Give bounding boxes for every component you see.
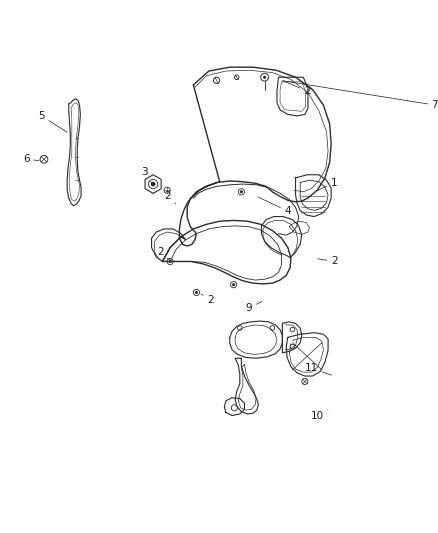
Circle shape (169, 260, 172, 263)
Text: 12: 12 (0, 532, 1, 533)
Text: 10: 10 (0, 532, 1, 533)
Text: 10: 10 (311, 410, 328, 421)
Text: 10: 10 (0, 532, 1, 533)
Circle shape (195, 291, 198, 294)
Text: 2: 2 (157, 247, 170, 260)
Text: 2: 2 (165, 191, 176, 204)
Text: 2: 2 (318, 256, 338, 266)
Circle shape (263, 76, 266, 79)
Text: 6: 6 (23, 154, 39, 164)
Text: 3: 3 (141, 167, 152, 183)
Text: 2: 2 (283, 80, 311, 96)
Text: 13: 13 (0, 532, 1, 533)
Text: 2: 2 (201, 294, 214, 305)
Text: 11: 11 (304, 364, 332, 375)
Text: 4: 4 (258, 197, 291, 216)
Text: 1: 1 (318, 177, 338, 191)
Text: 5: 5 (39, 111, 67, 132)
Text: 9: 9 (246, 302, 262, 313)
Text: 7: 7 (283, 81, 438, 110)
Circle shape (151, 182, 155, 187)
Text: 8: 8 (0, 532, 1, 533)
Circle shape (232, 283, 235, 286)
Circle shape (240, 190, 243, 193)
